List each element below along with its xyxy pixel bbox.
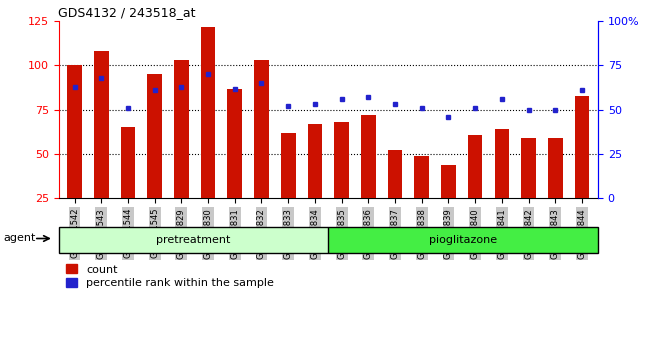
Text: pretreatment: pretreatment [156, 235, 231, 245]
Bar [334, 122, 349, 198]
Legend: count, percentile rank within the sample: count, percentile rank within the sample [64, 262, 276, 291]
Text: agent: agent [3, 233, 35, 243]
Bar [387, 150, 402, 198]
Text: GDS4132 / 243518_at: GDS4132 / 243518_at [58, 6, 196, 19]
Bar [67, 65, 82, 198]
Bar [307, 124, 322, 198]
Bar [521, 138, 536, 198]
Bar [468, 135, 482, 198]
Bar [575, 96, 590, 198]
Bar [201, 27, 215, 198]
Bar [441, 165, 456, 198]
Bar [58, 227, 328, 253]
Bar [254, 60, 269, 198]
Bar [94, 51, 109, 198]
Bar [328, 227, 598, 253]
Bar [174, 60, 188, 198]
Bar [281, 133, 296, 198]
Bar [148, 74, 162, 198]
Bar [415, 156, 429, 198]
Bar [227, 88, 242, 198]
Bar [121, 127, 135, 198]
Bar [548, 138, 563, 198]
Text: pioglitazone: pioglitazone [429, 235, 497, 245]
Bar [495, 129, 509, 198]
Bar [361, 115, 376, 198]
